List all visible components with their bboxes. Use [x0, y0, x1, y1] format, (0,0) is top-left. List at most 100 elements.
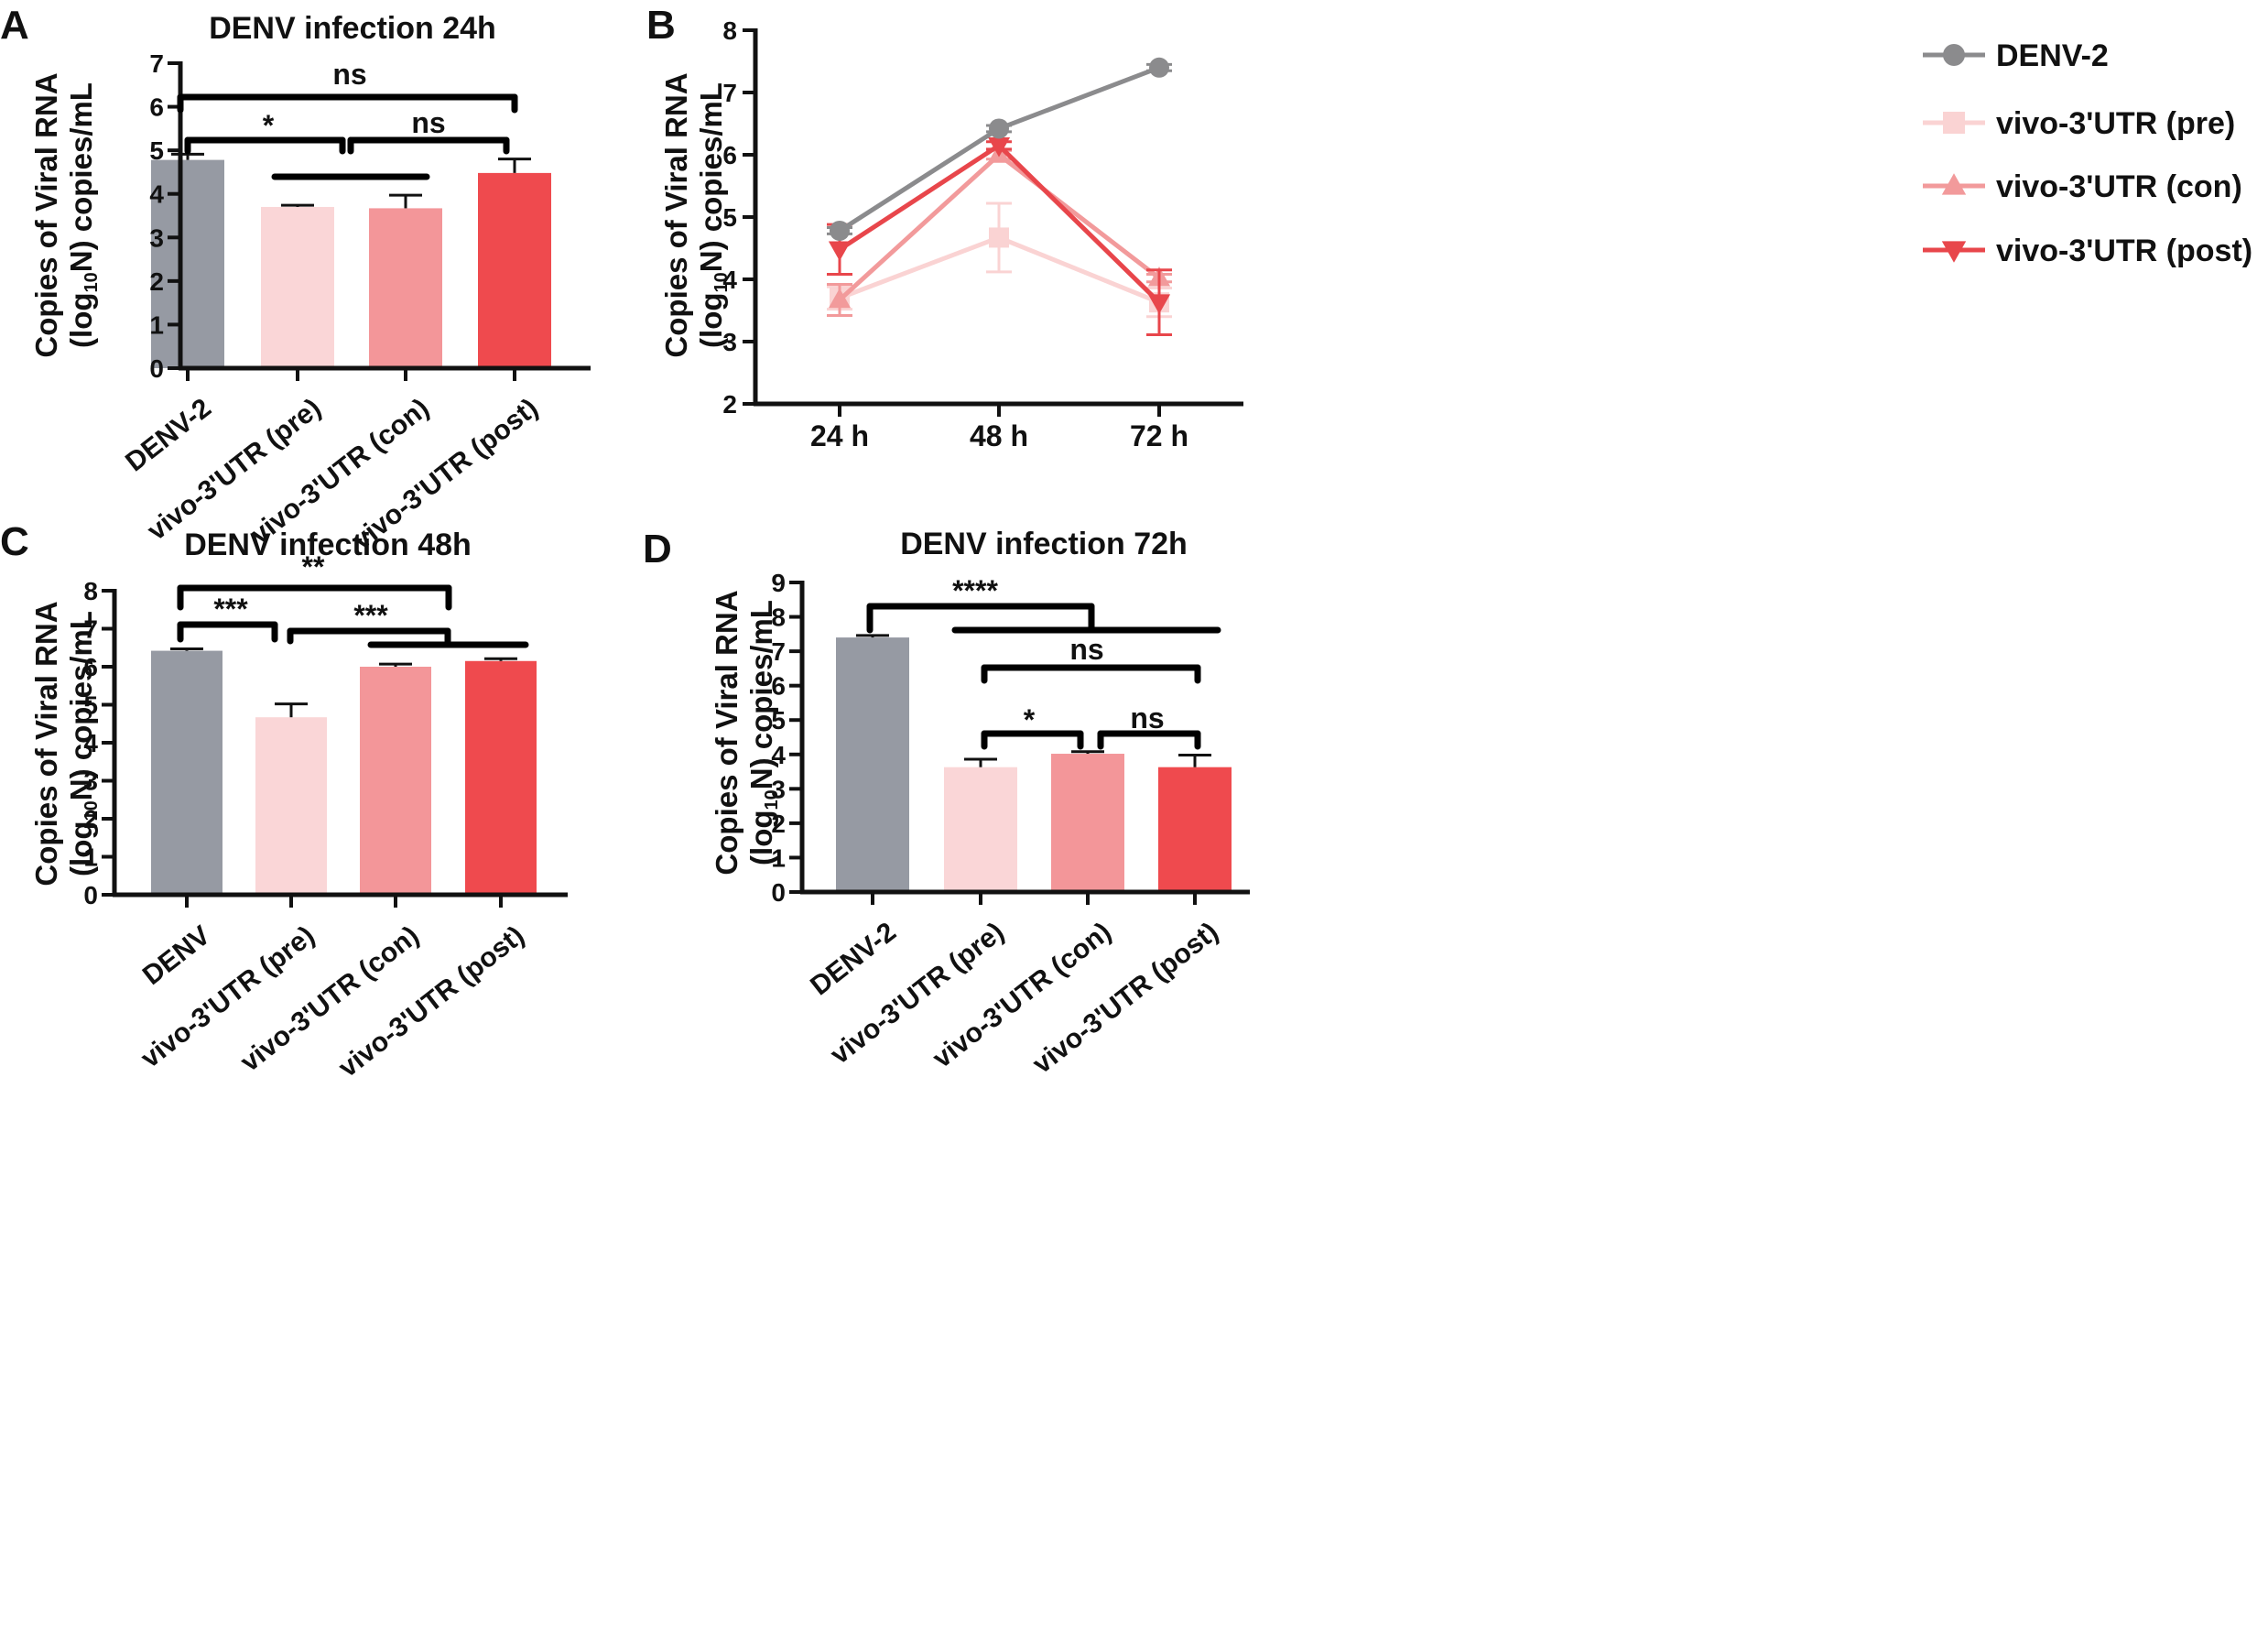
y-tick-label: 5: [149, 136, 164, 165]
y-tick-label: 3: [722, 328, 737, 356]
y-tick-label: 3: [83, 767, 98, 796]
data-point: [828, 288, 852, 309]
bar: [151, 159, 224, 368]
legend-item: vivo-3'UTR (pre): [1923, 106, 2235, 141]
bar: [1158, 767, 1232, 892]
y-axis-label-subscript: 10: [762, 789, 782, 810]
panel-letter: D: [643, 527, 672, 571]
bar: [478, 172, 551, 368]
significance-label: ns: [332, 58, 366, 91]
y-axis-label-line-1: Copies of Viral RNA: [710, 590, 743, 875]
y-axis-label-subscript: 10: [81, 800, 102, 821]
y-axis-label-unit: N) copies/mL: [64, 611, 98, 800]
panel-letter: B: [646, 3, 676, 48]
bar: [261, 206, 334, 368]
y-tick-label: 2: [83, 805, 98, 833]
legend-marker: [1941, 173, 1967, 195]
y-tick-label: 0: [149, 354, 164, 383]
y-tick-label: 1: [771, 843, 786, 872]
y-tick-label: 7: [149, 49, 164, 78]
y-tick-label: 4: [722, 266, 737, 294]
y-axis-label-subscript: 10: [81, 272, 102, 292]
significance-label: *: [1024, 703, 1036, 736]
legend-label: vivo-3'UTR (post): [1996, 234, 2252, 268]
y-tick-label: 5: [722, 203, 737, 232]
x-tick-label: 72 h: [1130, 419, 1188, 452]
y-tick-label: 6: [83, 653, 98, 681]
legend-item: vivo-3'UTR (con): [1923, 169, 2242, 204]
y-tick-label: 8: [722, 16, 737, 45]
legend-label: vivo-3'UTR (pre): [1996, 106, 2235, 141]
legend-marker: [1943, 44, 1965, 66]
y-tick-label: 7: [771, 637, 786, 666]
y-axis-label-line-2: (log10N) copies/mL: [64, 611, 102, 876]
bar: [836, 637, 909, 892]
y-tick-label: 2: [771, 810, 786, 838]
significance-label: **: [302, 550, 325, 583]
data-point: [1147, 294, 1171, 314]
bar: [369, 208, 442, 368]
x-tick-label: vivo-3'UTR (con): [235, 920, 425, 1078]
panel-letter: A: [0, 3, 29, 48]
y-tick-label: 2: [722, 390, 737, 419]
y-tick-label: 0: [83, 881, 98, 909]
data-point: [987, 137, 1011, 158]
y-axis-label-line-1: Copies of Viral RNA: [29, 601, 63, 886]
panel-d: D DENV infection 72h Copies of Viral RNA (l…: [643, 527, 1250, 1080]
significance-label: ns: [411, 106, 445, 139]
x-tick-label: 48 h: [970, 419, 1028, 452]
chart-title: DENV infection 48h: [184, 528, 472, 562]
y-tick-label: 5: [83, 691, 98, 720]
y-tick-label: 8: [83, 577, 98, 605]
y-axis-label-unit: N) copies/mL: [694, 82, 728, 272]
significance-label: ***: [353, 599, 388, 632]
y-tick-label: 6: [722, 141, 737, 169]
legend-item: DENV-2: [1923, 38, 2109, 73]
y-axis-label-log: (log: [64, 821, 98, 876]
y-axis-label-line-2: (log10N) copies/mL: [744, 600, 782, 865]
y-tick-label: 7: [83, 615, 98, 644]
y-axis-label-log: (log: [64, 292, 98, 347]
y-axis-label-unit: N) copies/mL: [744, 600, 778, 789]
y-axis-label-line-1: Copies of Viral RNA: [29, 72, 63, 357]
data-point: [830, 220, 850, 241]
y-axis-label-line-1: Copies of Viral RNA: [659, 72, 693, 357]
bar: [1051, 754, 1124, 892]
y-tick-label: 3: [149, 223, 164, 252]
legend-label: DENV-2: [1996, 38, 2109, 73]
x-tick-label: DENV-2: [120, 393, 217, 478]
y-tick-label: 4: [149, 180, 164, 209]
bar: [360, 667, 431, 895]
y-tick-label: 3: [771, 775, 786, 803]
y-tick-label: 1: [83, 843, 98, 872]
y-axis-label-log: (log: [744, 810, 778, 865]
y-axis-label-log: (log: [694, 292, 728, 347]
legend: DENV-2 vivo-3'UTR (pre) vivo-3'UTR (con) vi…: [1923, 38, 2252, 268]
panel-c: C DENV infection 48h Copies of Viral RNA (l…: [0, 519, 568, 1083]
x-tick-label: vivo-3'UTR (con): [928, 917, 1117, 1074]
x-tick-label: DENV: [137, 920, 216, 991]
x-tick-label: vivo-3'UTR (pre): [136, 920, 320, 1074]
y-tick-label: 6: [771, 672, 786, 701]
x-tick-label: vivo-3'UTR (post): [1027, 917, 1224, 1080]
significance-label: ***: [213, 593, 248, 626]
y-tick-label: 5: [771, 706, 786, 734]
chart-title: DENV infection 24h: [209, 11, 496, 46]
y-axis-label-line-2: (log10N) copies/mL: [64, 82, 102, 348]
significance-label: *: [263, 109, 275, 142]
data-point: [1149, 57, 1169, 78]
bar: [465, 660, 537, 895]
x-tick-label: DENV-2: [805, 917, 902, 1002]
y-tick-label: 6: [149, 93, 164, 122]
bar: [944, 767, 1017, 892]
y-axis-label-unit: N) copies/mL: [64, 82, 98, 272]
legend-marker: [1943, 112, 1965, 134]
y-tick-label: 4: [771, 741, 786, 769]
chart-title: DENV infection 72h: [900, 527, 1188, 561]
data-point: [828, 241, 852, 262]
y-tick-label: 0: [771, 878, 786, 907]
significance-label: ****: [952, 574, 998, 607]
bar: [151, 650, 222, 895]
panel-a: A DENV infection 24h Copies of Viral RNA (l…: [0, 3, 591, 556]
